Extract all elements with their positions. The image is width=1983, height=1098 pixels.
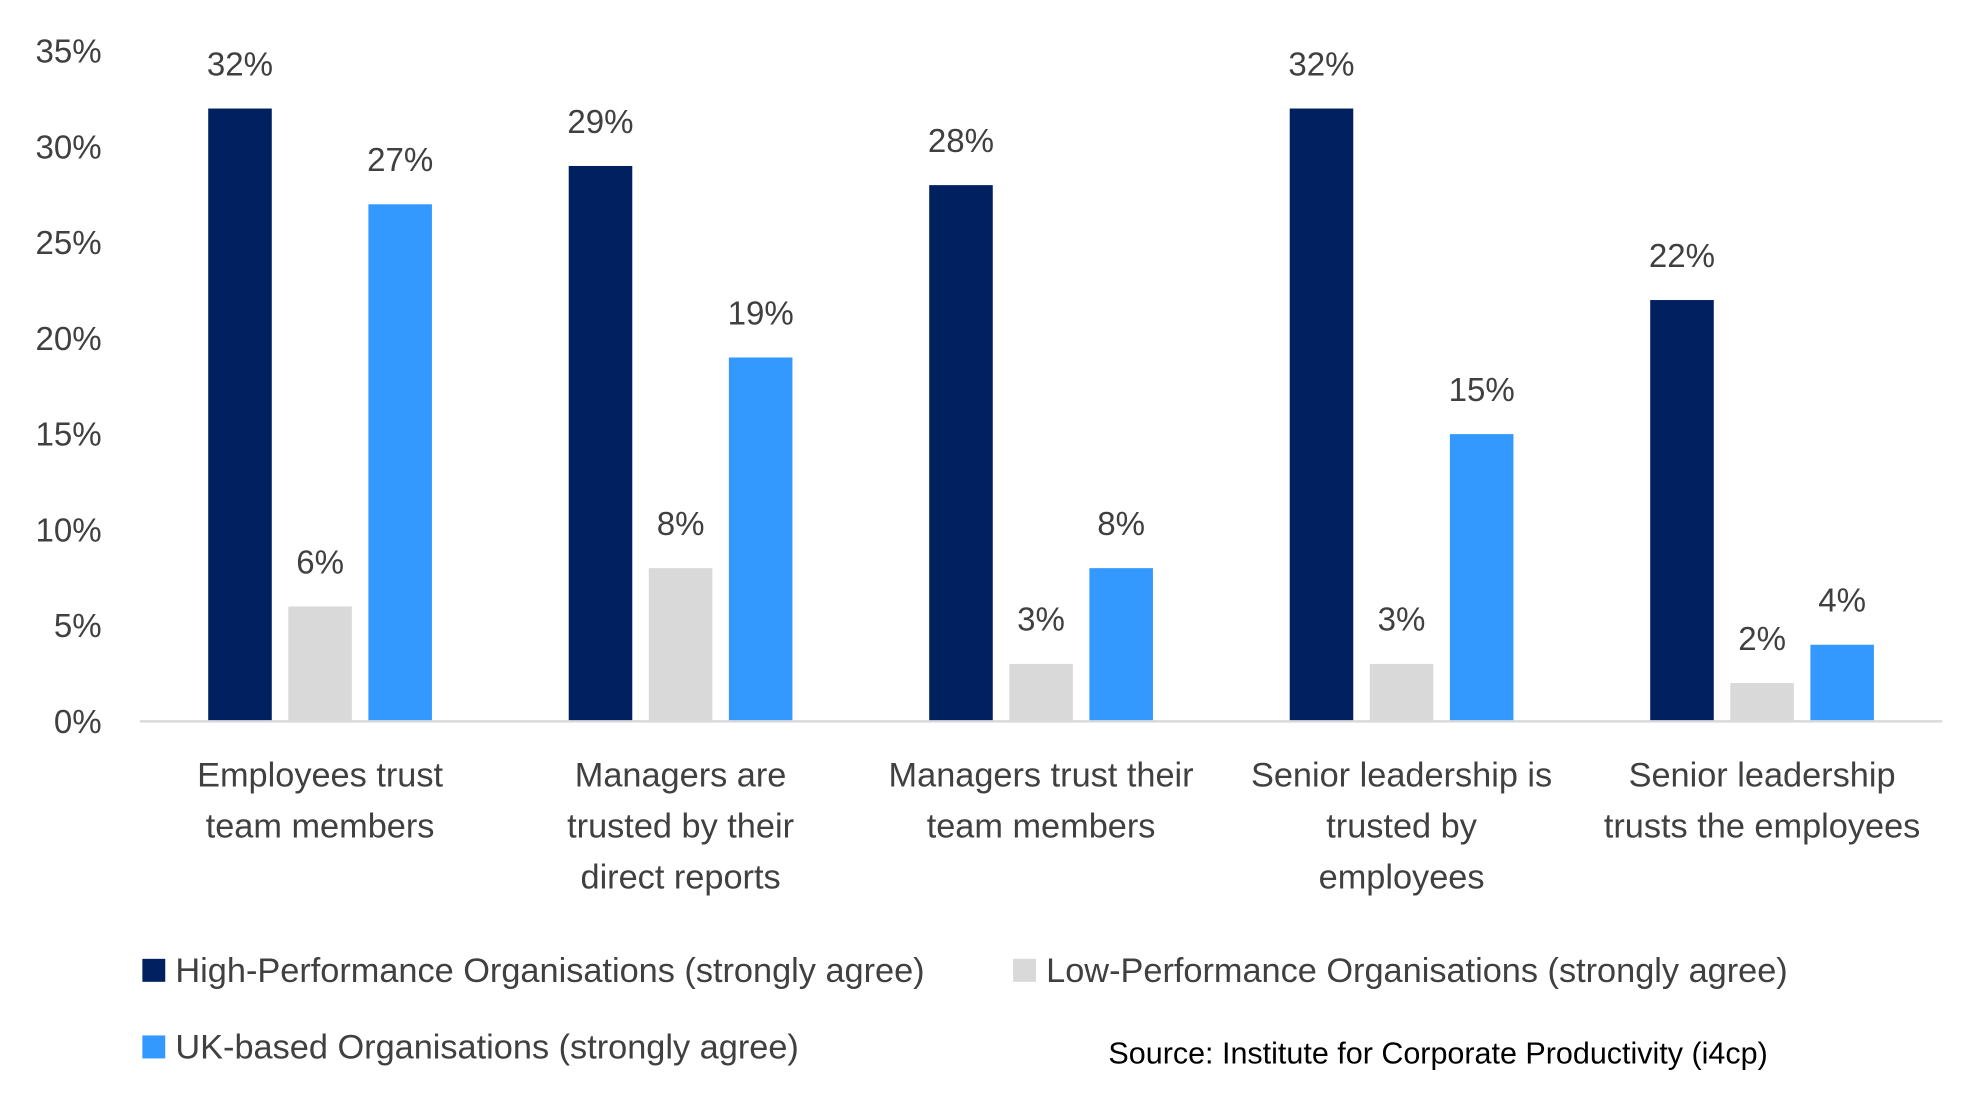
data-label: 15% bbox=[1449, 372, 1515, 409]
data-label: 3% bbox=[1378, 602, 1426, 639]
data-label: 22% bbox=[1649, 238, 1715, 275]
y-tick-label: 15% bbox=[36, 417, 102, 454]
bar bbox=[1810, 644, 1874, 722]
data-label: 8% bbox=[657, 506, 705, 543]
bar bbox=[568, 165, 633, 722]
y-tick-label: 35% bbox=[36, 33, 102, 70]
bar bbox=[728, 357, 793, 722]
y-tick-label: 25% bbox=[36, 225, 102, 262]
bar bbox=[1009, 663, 1073, 722]
bar bbox=[368, 204, 432, 722]
legend-swatch bbox=[142, 1035, 166, 1059]
y-tick-label: 0% bbox=[54, 704, 102, 741]
data-label: 3% bbox=[1017, 602, 1065, 639]
bar bbox=[1730, 683, 1794, 722]
category-label: Senior leadership is trusted by employees bbox=[1251, 756, 1552, 896]
bar bbox=[1369, 663, 1434, 722]
bar bbox=[648, 568, 713, 722]
source-note: Source: Institute for Corporate Producti… bbox=[1108, 1036, 1767, 1070]
y-tick-label: 30% bbox=[36, 129, 102, 166]
data-label: 32% bbox=[207, 46, 273, 83]
y-tick-label: 20% bbox=[36, 321, 102, 358]
bar bbox=[1089, 568, 1153, 722]
data-label: 6% bbox=[296, 544, 344, 581]
data-label: 4% bbox=[1818, 582, 1866, 619]
category-label: Managers trust their team members bbox=[889, 756, 1194, 845]
legend-label: High-Performance Organisations (strongly… bbox=[175, 952, 924, 990]
legend-label: Low-Performance Organisations (strongly … bbox=[1046, 952, 1788, 990]
data-label: 19% bbox=[728, 295, 794, 332]
bar bbox=[1289, 108, 1354, 722]
data-label: 8% bbox=[1097, 506, 1145, 543]
data-label: 27% bbox=[367, 142, 433, 179]
legend-swatch bbox=[142, 958, 166, 982]
data-label: 32% bbox=[1288, 46, 1354, 83]
data-label: 29% bbox=[567, 104, 633, 141]
legend-label: UK-based Organisations (strongly agree) bbox=[175, 1028, 798, 1066]
legend-swatch bbox=[1013, 958, 1036, 982]
y-tick-label: 5% bbox=[54, 608, 102, 645]
category-label: Senior leadership trusts the employees bbox=[1604, 756, 1920, 845]
bar bbox=[288, 606, 352, 722]
data-label: 28% bbox=[928, 123, 994, 160]
bar bbox=[1449, 434, 1514, 722]
y-tick-label: 10% bbox=[36, 512, 102, 549]
category-label: Employees trust team members bbox=[197, 756, 443, 845]
data-label: 2% bbox=[1738, 621, 1786, 658]
bar bbox=[1650, 300, 1714, 722]
category-label: Managers are trusted by their direct repor… bbox=[567, 756, 794, 896]
bar bbox=[929, 185, 993, 722]
bar bbox=[208, 108, 272, 722]
